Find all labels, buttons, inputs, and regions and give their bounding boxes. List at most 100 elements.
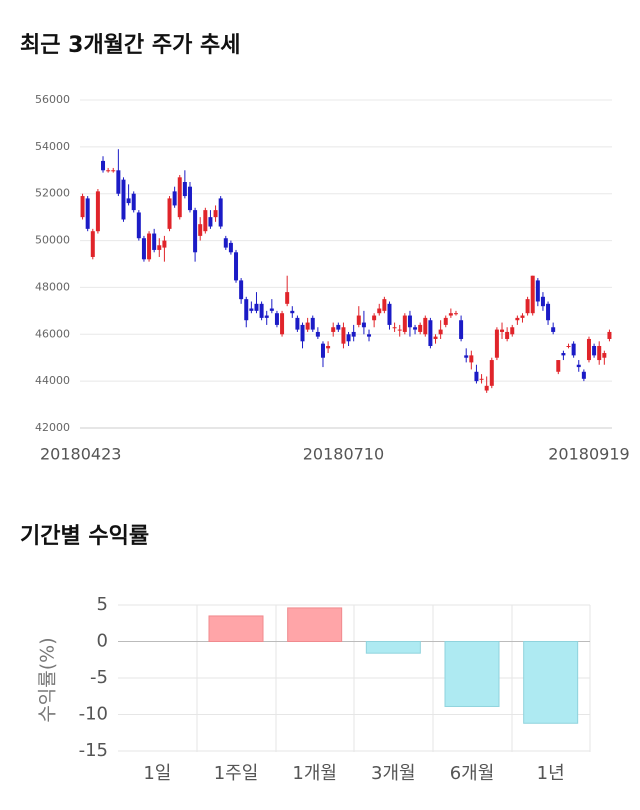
candle-body	[387, 303, 392, 325]
candle-body	[269, 308, 274, 311]
candle-body	[525, 299, 530, 314]
candle-body	[121, 179, 126, 220]
y-tick-label: 52000	[35, 187, 70, 200]
candle-body	[315, 331, 320, 337]
candle-body	[157, 245, 162, 250]
candle-body	[111, 170, 116, 172]
y-tick-label: 42000	[35, 421, 70, 434]
candle-body	[494, 329, 499, 358]
candle-body	[346, 334, 351, 342]
candle-body	[80, 196, 85, 218]
candle-body	[249, 308, 254, 311]
candle-body	[136, 212, 141, 239]
candle-body	[418, 324, 423, 332]
candle-body	[556, 360, 561, 372]
candle-body	[198, 224, 203, 236]
candle-body	[213, 210, 218, 218]
candle-body	[576, 364, 581, 368]
y-tick-label: -15	[79, 740, 108, 761]
chart-title: 최근 3개월간 주가 추세	[20, 33, 240, 58]
candle-body	[177, 177, 182, 218]
candle-body	[305, 322, 310, 330]
candle-body	[116, 170, 121, 194]
candle-body	[546, 303, 551, 321]
y-tick-label: 54000	[35, 140, 70, 153]
candle-body	[274, 313, 279, 325]
candle-body	[106, 170, 111, 172]
candle-body	[607, 331, 612, 339]
y-tick-label: 5	[97, 594, 108, 615]
candle-body	[361, 322, 366, 328]
candle-body	[443, 317, 448, 325]
candle-body	[392, 327, 397, 329]
candle-body	[295, 317, 300, 330]
candle-body	[147, 233, 152, 260]
y-tick-label: 46000	[35, 327, 70, 340]
x-tick-label: 1일	[143, 763, 171, 784]
candle-body	[356, 315, 361, 325]
candle-body	[407, 315, 412, 328]
candle-body	[254, 303, 259, 311]
bar	[287, 607, 343, 642]
candle-body	[85, 198, 90, 229]
candle-body	[566, 346, 571, 347]
candle-body	[167, 198, 172, 229]
x-tick-label: 1주일	[214, 763, 259, 784]
candle-body	[520, 315, 525, 318]
candle-body	[535, 280, 540, 302]
bar	[444, 641, 500, 707]
y-axis-label: 수익률(%)	[37, 637, 59, 722]
candle-body	[162, 240, 167, 248]
candle-body	[500, 329, 505, 332]
x-tick-label: 6개월	[450, 763, 495, 784]
y-tick-label: -10	[79, 704, 108, 725]
candle-body	[95, 191, 100, 232]
candle-body	[448, 313, 453, 316]
candle-body	[264, 315, 269, 318]
y-tick-label: 0	[97, 631, 108, 652]
candle-body	[182, 182, 187, 197]
candle-body	[280, 313, 285, 335]
y-tick-label: 48000	[35, 280, 70, 293]
candle-body	[464, 355, 469, 358]
candle-body	[341, 327, 346, 344]
candle-body	[423, 317, 428, 335]
x-tick-label: 1년	[537, 763, 565, 784]
candle-body	[428, 320, 433, 346]
x-tick-label: 1개월	[292, 763, 337, 784]
candle-body	[203, 210, 208, 232]
candle-body	[131, 193, 136, 211]
y-tick-label: 44000	[35, 374, 70, 387]
candle-body	[469, 355, 474, 363]
candle-body	[172, 191, 177, 206]
candle-body	[126, 198, 131, 204]
candle-body	[413, 327, 418, 330]
candle-body	[377, 308, 382, 314]
candle-body	[602, 353, 607, 358]
candle-body	[152, 233, 157, 250]
candle-body	[505, 331, 510, 339]
candle-body	[320, 343, 325, 358]
candle-body	[259, 303, 264, 318]
candle-body	[551, 327, 556, 332]
candle-body	[326, 346, 331, 349]
candle-body	[382, 299, 387, 311]
y-tick-label: 50000	[35, 234, 70, 247]
candle-body	[223, 238, 228, 248]
candle-body	[300, 324, 305, 342]
candle-body	[515, 317, 520, 321]
candle-body	[510, 327, 515, 335]
candle-body	[228, 242, 233, 253]
candle-body	[336, 324, 341, 330]
candle-body	[244, 299, 249, 321]
candle-body	[141, 238, 146, 260]
candle-body	[453, 313, 458, 315]
bar	[523, 641, 579, 724]
candle-body	[290, 310, 295, 314]
candle-body	[351, 331, 356, 337]
x-tick-label: 20180423	[40, 445, 121, 464]
chart-title: 기간별 수익률	[20, 524, 149, 549]
y-tick-label: 56000	[35, 93, 70, 106]
candle-body	[571, 343, 576, 356]
